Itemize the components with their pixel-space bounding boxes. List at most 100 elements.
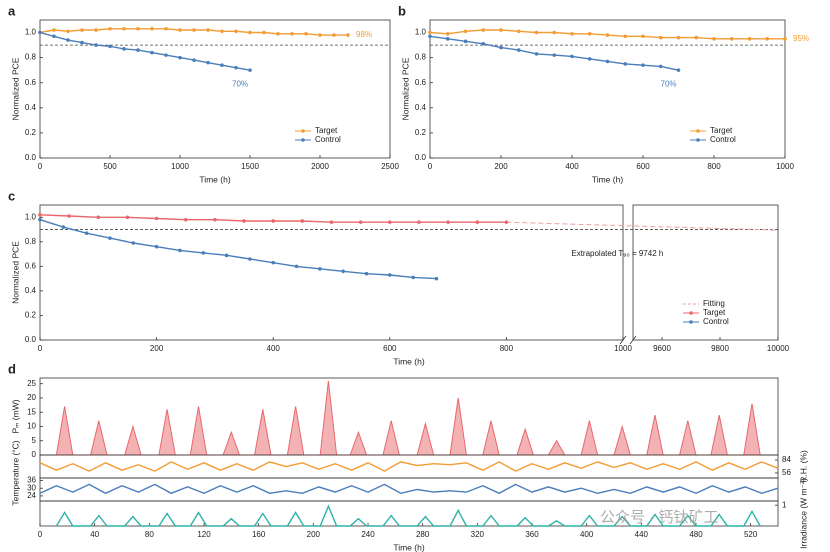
marker [66, 38, 70, 42]
marker [481, 42, 486, 46]
marker [38, 217, 42, 222]
y-tick-label: 0.6 [25, 78, 37, 87]
marker [80, 40, 84, 45]
marker [329, 220, 334, 224]
marker [388, 273, 392, 277]
marker [150, 50, 154, 55]
y-tick-label: 84 [782, 455, 791, 464]
marker [178, 248, 182, 253]
x-tick-label: 200 [307, 530, 321, 539]
y-tick-label: 0.2 [415, 128, 427, 137]
y-tick-label: 0.0 [25, 335, 37, 344]
x-tick-label: 2500 [381, 162, 399, 171]
legend-label: Fitting [703, 299, 725, 308]
annotation: Extrapolated T₉₀ = 9742 h [571, 249, 663, 258]
x-tick-label: 0 [428, 162, 433, 171]
marker [94, 28, 98, 32]
marker [276, 32, 280, 36]
y-tick-label: 5 [32, 436, 37, 445]
y-tick-label: 0.0 [415, 153, 427, 162]
x-axis-label: Time (h) [592, 174, 623, 184]
x-tick-label: 1000 [171, 162, 189, 171]
marker [783, 37, 787, 41]
marker [747, 37, 752, 41]
x-tick-label: 520 [744, 530, 758, 539]
y-tick-label: 1.0 [415, 28, 427, 37]
marker [234, 29, 238, 34]
marker [428, 30, 432, 35]
marker [84, 231, 89, 236]
legend-label: Control [703, 317, 729, 326]
marker [80, 28, 84, 32]
marker [332, 33, 336, 37]
marker [94, 43, 98, 47]
marker [475, 220, 480, 224]
marker [164, 26, 168, 31]
marker [248, 30, 252, 35]
marker [201, 251, 206, 255]
marker [38, 213, 42, 217]
line [55, 504, 761, 527]
marker [108, 236, 112, 240]
marker [712, 37, 716, 41]
marker [192, 28, 196, 32]
y-tick-label: 56 [782, 468, 791, 477]
x-tick-label: 10000 [767, 344, 790, 353]
x-tick-label: 440 [635, 530, 649, 539]
axis-frame [429, 19, 786, 159]
y-tick-label: 0.4 [25, 286, 37, 295]
x-tick-label: 400 [565, 162, 579, 171]
marker [206, 60, 210, 65]
legend-marker [696, 129, 700, 133]
x-tick-label: 200 [150, 344, 164, 353]
marker [150, 26, 154, 31]
y-axis-label: Temperature (°C) [10, 440, 20, 505]
panel-label: d [8, 361, 16, 376]
x-tick-label: 1500 [241, 162, 259, 171]
marker [499, 45, 503, 50]
x-tick-label: 120 [197, 530, 211, 539]
marker [304, 32, 308, 36]
legend-marker [689, 320, 693, 324]
legend-label: Target [315, 126, 338, 135]
marker [318, 267, 322, 271]
marker [125, 215, 130, 220]
legend-label: Control [315, 135, 341, 144]
marker [534, 52, 539, 56]
marker [516, 29, 521, 34]
marker [220, 29, 224, 34]
marker [445, 37, 450, 41]
legend-label: Control [710, 135, 736, 144]
marker [605, 33, 610, 37]
marker [504, 220, 509, 224]
marker [570, 54, 574, 59]
marker [358, 220, 363, 224]
y-tick-label: 0.8 [25, 237, 37, 246]
y-tick-label: 0.8 [25, 53, 37, 62]
legend-marker [301, 138, 305, 142]
y-tick-label: 0.6 [25, 261, 37, 270]
x-tick-label: 9600 [653, 344, 671, 353]
marker [122, 47, 126, 51]
marker [154, 216, 159, 221]
legend-marker [696, 138, 700, 142]
x-tick-label: 240 [361, 530, 375, 539]
marker [587, 32, 592, 36]
marker [164, 53, 168, 57]
marker [131, 241, 136, 245]
marker [213, 217, 217, 222]
line [39, 461, 779, 472]
y-tick-label: 20 [27, 393, 36, 402]
marker [623, 62, 628, 66]
x-tick-label: 500 [103, 162, 117, 171]
x-tick-label: 2000 [311, 162, 329, 171]
axis-frame [39, 19, 391, 159]
x-tick-label: 400 [580, 530, 594, 539]
end-label: 70% [232, 79, 248, 88]
marker [605, 59, 610, 64]
panel-label: c [8, 188, 15, 203]
marker [534, 30, 539, 35]
marker [552, 53, 557, 57]
marker [290, 32, 294, 36]
